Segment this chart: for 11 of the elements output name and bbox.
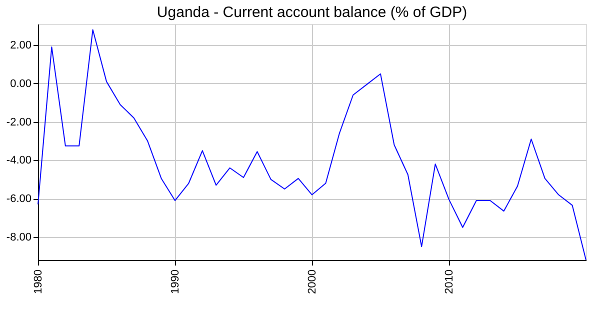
y-tick-label: -2.00 — [6, 116, 32, 128]
x-tick-label: 2010 — [444, 270, 456, 294]
y-tick-label: 2.00 — [10, 40, 32, 52]
y-tick-label: 0.00 — [10, 78, 32, 90]
y-tick-label: -6.00 — [6, 193, 32, 206]
x-tick-label: 1980 — [32, 270, 44, 294]
y-tick-label: -8.00 — [6, 231, 32, 244]
y-tick-label: -4.00 — [6, 154, 32, 167]
x-tick-label: 2000 — [306, 270, 318, 294]
chart-title: Uganda - Current account balance (% of GDP) — [156, 4, 468, 21]
x-tick-label: 1990 — [170, 270, 182, 294]
